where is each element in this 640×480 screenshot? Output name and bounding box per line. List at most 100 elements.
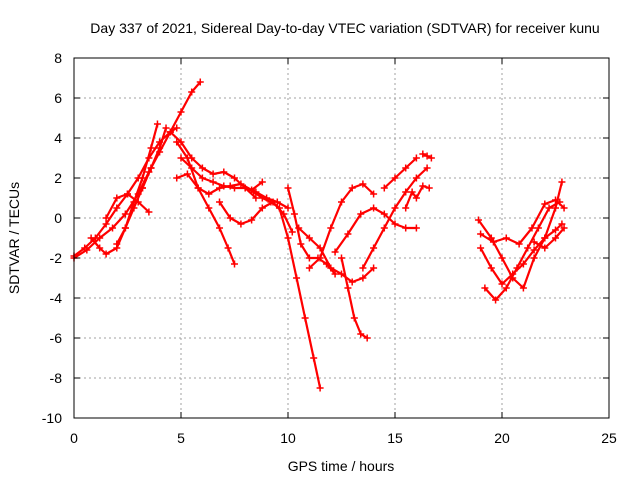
- data-point: [492, 296, 500, 304]
- data-point: [113, 194, 121, 202]
- y-tick-label: 4: [54, 130, 62, 146]
- data-point: [284, 204, 292, 212]
- series-sat-f: [138, 124, 170, 192]
- data-point: [237, 180, 245, 188]
- data-point: [209, 178, 217, 186]
- data-point: [327, 264, 335, 272]
- data-point: [515, 240, 523, 248]
- data-point: [188, 88, 196, 96]
- data-point: [528, 224, 536, 232]
- data-point: [524, 244, 532, 252]
- data-point: [359, 274, 367, 282]
- data-point: [530, 238, 538, 246]
- data-point: [359, 180, 367, 188]
- data-point: [370, 264, 378, 272]
- data-point: [121, 210, 129, 218]
- data-point: [83, 246, 91, 254]
- data-point: [316, 244, 324, 252]
- data-point: [252, 194, 260, 202]
- data-point: [348, 278, 356, 286]
- data-point: [327, 224, 335, 232]
- data-point: [423, 164, 431, 172]
- data-point: [474, 216, 482, 224]
- data-point: [412, 224, 420, 232]
- data-point: [224, 244, 232, 252]
- data-point: [427, 154, 435, 162]
- chart-title: Day 337 of 2021, Sidereal Day-to-day VTE…: [90, 20, 599, 36]
- data-point: [489, 238, 497, 246]
- data-point: [237, 220, 245, 228]
- series-sat-n: [295, 224, 378, 286]
- data-point: [513, 264, 521, 272]
- data-point: [331, 270, 339, 278]
- data-point: [145, 208, 153, 216]
- y-tick-label: 2: [54, 170, 62, 186]
- data-point: [359, 264, 367, 272]
- data-point: [338, 254, 345, 262]
- series-line: [175, 140, 236, 266]
- grid: [74, 58, 609, 418]
- data-point: [412, 174, 420, 182]
- y-tick-label: -2: [50, 250, 63, 266]
- data-point: [425, 184, 433, 192]
- data-point: [481, 284, 489, 292]
- data-point: [498, 254, 506, 262]
- data-point: [284, 184, 292, 192]
- data-point: [519, 260, 527, 268]
- data-point: [196, 78, 204, 86]
- data-point: [519, 284, 527, 292]
- data-point: [348, 184, 356, 192]
- series-sat-z: [530, 224, 568, 252]
- data-point: [231, 260, 238, 268]
- data-point: [216, 198, 224, 206]
- data-point: [226, 214, 234, 222]
- data-point: [316, 384, 324, 392]
- data-point: [177, 108, 185, 116]
- series-sat-k: [216, 198, 296, 236]
- data-point: [183, 154, 191, 162]
- data-point: [391, 204, 399, 212]
- data-point: [290, 210, 298, 218]
- data-point: [121, 224, 129, 232]
- series-sat-y: [477, 196, 568, 248]
- y-tick-label: 6: [54, 90, 62, 106]
- data-point: [530, 246, 538, 254]
- data-point: [258, 194, 266, 202]
- plot-frame: [73, 57, 610, 419]
- y-axis-title: SDTVAR / TECUs: [6, 182, 22, 294]
- series-sat-p: [338, 254, 371, 342]
- y-tick-label: -6: [50, 330, 63, 346]
- data-point: [138, 174, 146, 182]
- data-point: [380, 224, 388, 232]
- data-point: [552, 196, 559, 204]
- data-point: [113, 240, 121, 248]
- data-point: [96, 244, 104, 252]
- series-sat-u: [419, 150, 435, 162]
- data-point: [216, 224, 224, 232]
- data-point: [295, 224, 303, 232]
- x-tick-label: 5: [177, 430, 185, 446]
- data-point: [558, 178, 566, 186]
- data-point: [138, 184, 146, 192]
- y-tick-label: -8: [50, 370, 63, 386]
- data-point: [188, 164, 196, 172]
- data-point: [102, 220, 110, 228]
- data-point: [102, 214, 110, 222]
- series-sat-r: [359, 164, 431, 272]
- data-point: [267, 198, 275, 206]
- y-tick-label: -10: [42, 410, 62, 426]
- data-point: [363, 334, 371, 342]
- data-point: [408, 188, 416, 196]
- data-point: [331, 248, 339, 256]
- data-point: [183, 170, 191, 178]
- data-point: [173, 138, 181, 146]
- data-point: [541, 244, 549, 252]
- data-point: [124, 190, 131, 198]
- data-point: [370, 190, 378, 198]
- series-line: [218, 200, 294, 234]
- series-sat-x: [481, 198, 564, 304]
- series-sat-w: [477, 220, 566, 288]
- data-point: [477, 230, 485, 238]
- series-sat-c: [87, 120, 161, 258]
- series-sat-o: [305, 180, 378, 272]
